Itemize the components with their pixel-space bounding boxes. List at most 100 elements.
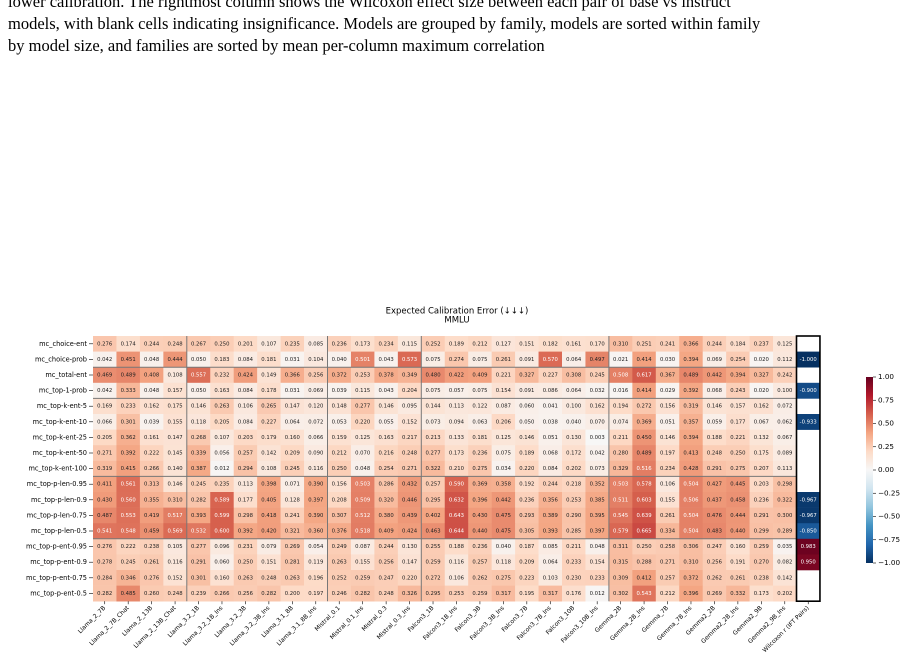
cell-label: 0.394	[683, 435, 699, 441]
heatmap-cell	[93, 336, 117, 352]
cell-label: 0.042	[97, 357, 112, 363]
cell-label: 0.085	[543, 544, 558, 550]
heatmap-cell	[163, 523, 188, 540]
heatmap-cell	[515, 414, 539, 430]
cell-label: 0.234	[660, 466, 676, 472]
cell-label: 0.118	[496, 560, 512, 566]
cell-label: 0.156	[660, 404, 676, 410]
cell-label: 0.042	[97, 388, 112, 394]
cell-label: 0.082	[777, 560, 792, 566]
cell-label: 0.100	[777, 388, 793, 394]
heatmap-cell	[468, 492, 492, 508]
heatmap-cell	[444, 351, 469, 368]
cell-label: 0.392	[683, 388, 698, 394]
cell-label: 0.310	[683, 560, 699, 566]
cell-label: 0.278	[97, 560, 113, 566]
heatmap-cell	[139, 570, 164, 586]
cell-label: 0.317	[496, 591, 511, 597]
cell-label: 0.355	[144, 497, 159, 503]
heatmap-cell	[468, 554, 492, 571]
cell-label: 0.154	[590, 560, 606, 566]
heatmap-cell	[491, 585, 516, 602]
cell-label: 0.291	[707, 466, 722, 472]
heatmap-cell	[421, 507, 446, 524]
cell-label: 0.553	[121, 513, 136, 519]
cell-label: 0.251	[636, 341, 651, 347]
heatmap-cell	[93, 523, 117, 540]
heatmap-cell	[491, 351, 516, 368]
heatmap-cell	[397, 460, 422, 477]
heatmap-cell	[655, 398, 680, 415]
cell-label: 0.268	[191, 435, 207, 441]
chart-subtitle: MMLU	[444, 316, 469, 326]
heatmap-cell	[116, 585, 141, 602]
heatmap-cell	[304, 585, 328, 602]
cell-label: 0.187	[519, 544, 534, 550]
heatmap-cell	[444, 429, 469, 446]
heatmap-cell	[139, 476, 164, 493]
heatmap-cell	[257, 523, 281, 540]
cell-label: 0.349	[402, 373, 417, 379]
heatmap-cell	[538, 585, 563, 602]
heatmap-cell	[210, 336, 234, 352]
heatmap-cell	[444, 336, 469, 352]
heatmap-cell	[304, 476, 328, 493]
heatmap-cell	[163, 336, 188, 352]
heatmap-cell	[726, 538, 750, 555]
wilcoxon-cell	[796, 382, 820, 399]
heatmap-cell	[655, 585, 680, 602]
heatmap-cell	[679, 523, 703, 540]
heatmap-cell	[726, 585, 750, 602]
cell-label: 0.269	[707, 591, 722, 597]
cell-label: 0.050	[191, 388, 207, 394]
heatmap-cell	[608, 367, 633, 384]
cell-label: 0.064	[285, 419, 301, 425]
col-label: Llama_3.1_8B_Ins	[276, 605, 319, 648]
heatmap-cell	[116, 398, 141, 415]
cell-label: 0.253	[449, 591, 464, 597]
cell-label: 0.188	[449, 544, 465, 550]
heatmap-cell	[257, 476, 281, 493]
col-label: Llama_2_13B_Chat	[132, 604, 178, 650]
heatmap-cell	[116, 382, 141, 399]
cell-label: 0.075	[425, 357, 440, 363]
heatmap-cell	[538, 351, 563, 368]
heatmap-cell	[350, 382, 375, 399]
heatmap-cell	[93, 492, 117, 508]
cell-label: 0.282	[355, 591, 370, 597]
heatmap-cell	[702, 429, 727, 446]
row-label: mc_top-p-len-0.95	[27, 480, 87, 488]
cell-label: 0.396	[472, 497, 488, 503]
heatmap-cell	[186, 429, 211, 446]
cell-label: 0.207	[754, 466, 769, 472]
cell-label: 0.106	[238, 404, 254, 410]
heatmap-cell	[608, 414, 633, 430]
cell-label: 0.003	[590, 435, 605, 441]
heatmap-cell	[280, 507, 305, 524]
cell-label: 0.090	[308, 451, 324, 457]
heatmap-cell	[327, 492, 352, 508]
heatmap-cell	[585, 445, 610, 462]
cell-label: 0.489	[683, 373, 698, 379]
heatmap-cell	[491, 523, 516, 540]
heatmap-cell	[210, 429, 234, 446]
heatmap-cell	[327, 336, 352, 352]
cell-label: 0.561	[121, 482, 136, 488]
heatmap-cell	[468, 445, 492, 462]
cell-label: 0.503	[613, 482, 628, 488]
heatmap-cell	[515, 554, 539, 571]
heatmap-cell	[233, 429, 258, 446]
cell-label: 0.253	[355, 373, 370, 379]
cell-label: 0.202	[777, 591, 792, 597]
heatmap-cell	[468, 398, 492, 415]
heatmap-cell	[233, 538, 258, 555]
heatmap-cell	[679, 351, 703, 368]
cell-label: 0.339	[191, 451, 206, 457]
cell-label: 0.497	[590, 357, 605, 363]
heatmap-cell	[163, 476, 188, 493]
cell-label: 0.070	[355, 451, 371, 457]
heatmap-cell	[655, 351, 680, 368]
cell-label: 0.398	[261, 482, 277, 488]
cell-label: 0.459	[144, 529, 159, 535]
